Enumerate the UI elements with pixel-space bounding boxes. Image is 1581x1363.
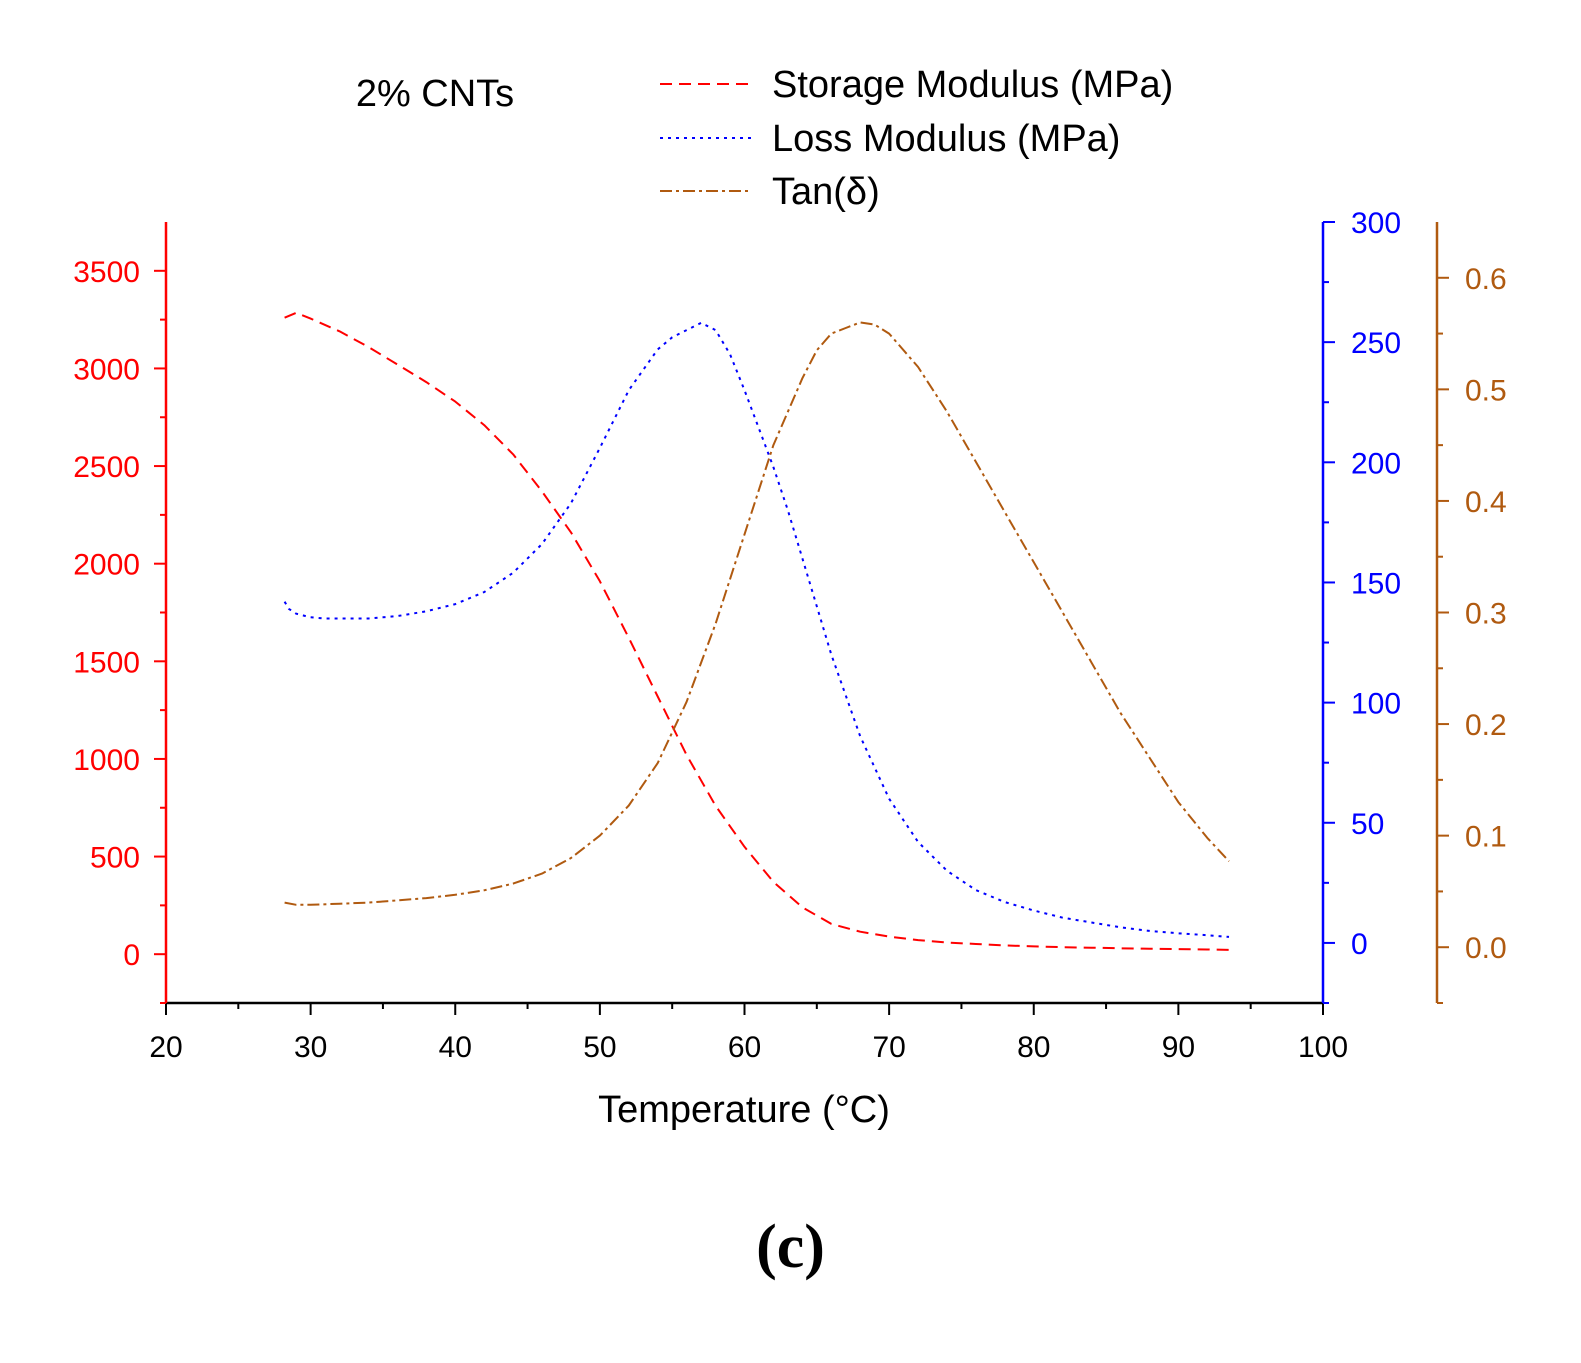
axes-layer: 20 30 40 50 60 70 80 90 100050010001500200025003… — [73, 207, 1506, 1064]
y-axis-storage-tick-label: 3000 — [73, 353, 140, 386]
tan-delta-line — [284, 321, 1230, 906]
y-axis-loss-tick-label: 150 — [1351, 567, 1401, 600]
y-axis-tan-tick-label: 0.5 — [1465, 374, 1507, 407]
y-axis-storage-tick-label: 3500 — [73, 256, 140, 289]
x-tick-label-90: 90 — [1162, 1031, 1195, 1064]
series-layer — [283, 311, 1230, 951]
y-axis-tan-tick-label: 0.0 — [1465, 932, 1507, 965]
y-axis-storage-tick-label: 1500 — [73, 646, 140, 679]
panel-label: (c) — [756, 1213, 825, 1281]
legend: Storage Modulus (MPa) Loss Modulus (MPa)… — [660, 64, 1173, 213]
x-tick-label-20: 20 — [149, 1031, 182, 1064]
y-axis-loss-tick-label: 300 — [1351, 207, 1401, 240]
x-tick-label-40: 40 — [439, 1031, 472, 1064]
y-axis-tan-tick-label: 0.3 — [1465, 598, 1507, 631]
y-axis-loss-tick-label: 50 — [1351, 808, 1384, 841]
y-axis-tan-tick-label: 0.1 — [1465, 821, 1507, 854]
y-axis-storage-tick-label: 1000 — [73, 744, 140, 777]
y-axis-loss-tick-label: 100 — [1351, 688, 1401, 721]
y-axis-storage-tick-label: 500 — [90, 842, 140, 875]
loss-modulus-line — [283, 321, 1230, 938]
legend-label-tan: Tan(δ) — [772, 171, 880, 213]
y-axis-loss-tick-label: 200 — [1351, 447, 1401, 480]
x-tick-label-30: 30 — [294, 1031, 327, 1064]
chart-title: 2% CNTs — [356, 73, 514, 115]
y-axis-tan-tick-label: 0.6 — [1465, 263, 1507, 296]
legend-label-loss: Loss Modulus (MPa) — [772, 118, 1120, 160]
legend-label-storage: Storage Modulus (MPa) — [772, 64, 1173, 106]
x-tick-label-70: 70 — [872, 1031, 905, 1064]
y-axis-tan-tick-label: 0.2 — [1465, 709, 1507, 742]
x-tick-label-80: 80 — [1017, 1031, 1050, 1064]
y-axis-loss-tick-label: 0 — [1351, 928, 1368, 961]
x-tick-label-60: 60 — [728, 1031, 761, 1064]
y-axis-tan-tick-label: 0.4 — [1465, 486, 1507, 519]
x-tick-label-100: 100 — [1298, 1031, 1348, 1064]
x-tick-label-50: 50 — [583, 1031, 616, 1064]
y-axis-storage-tick-label: 0 — [123, 939, 140, 972]
y-axis-loss-tick-label: 250 — [1351, 327, 1401, 360]
x-axis-label: Temperature (°C) — [598, 1089, 890, 1131]
storage-modulus-line — [284, 311, 1230, 951]
y-axis-storage-tick-label: 2500 — [73, 451, 140, 484]
y-axis-storage-tick-label: 2000 — [73, 549, 140, 582]
